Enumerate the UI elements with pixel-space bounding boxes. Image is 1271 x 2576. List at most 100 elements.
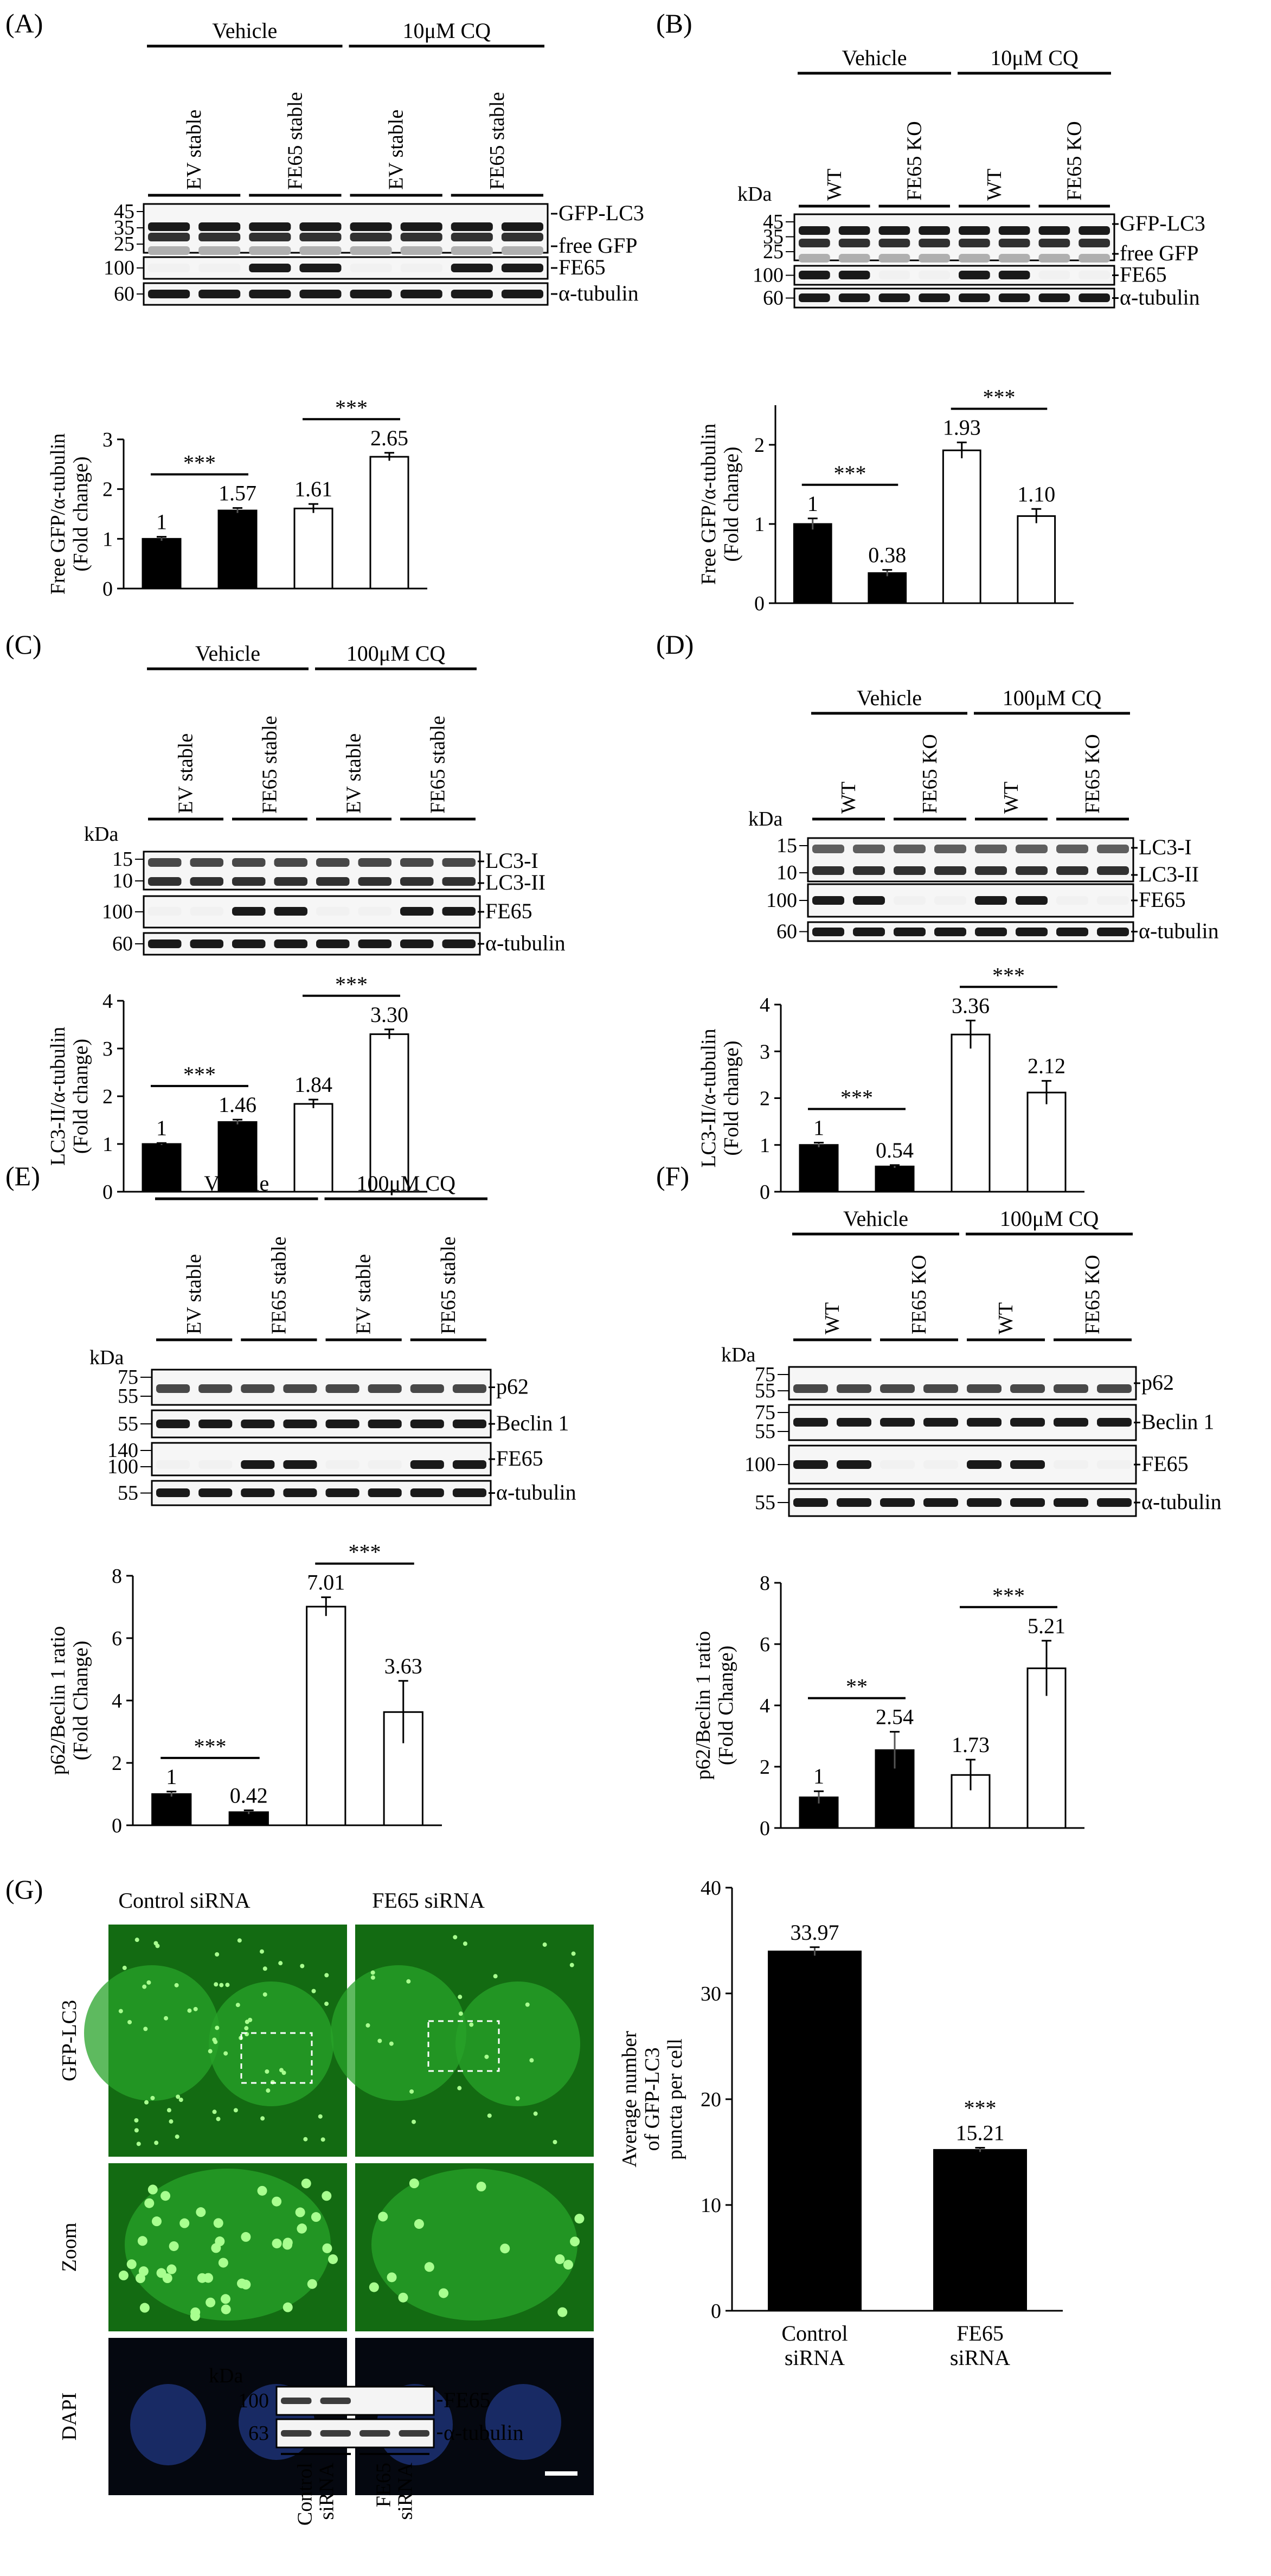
blot-band <box>368 1460 402 1469</box>
y-tick-label: 8 <box>760 1572 770 1595</box>
blot-band <box>350 246 392 255</box>
blot-band <box>934 845 966 853</box>
puncta <box>322 2243 332 2253</box>
blot-band <box>1097 1384 1132 1393</box>
lane-label: FE65 KO <box>1081 734 1104 814</box>
lane-label: FE65 stable <box>427 716 450 814</box>
panel-label: (E) <box>5 1161 40 1191</box>
puncta <box>213 2218 223 2228</box>
blot-band <box>1054 1460 1088 1469</box>
blot-band <box>998 271 1030 279</box>
y-axis-label: Average number <box>618 2031 641 2168</box>
puncta <box>424 2262 434 2272</box>
blot-band <box>198 290 241 298</box>
puncta <box>515 2096 520 2101</box>
puncta <box>272 2238 282 2248</box>
blot-band <box>967 1384 1002 1393</box>
lane-label: FE65 stable <box>267 1237 290 1334</box>
band-label: p62 <box>1141 1370 1174 1395</box>
band-label: α-tubulin <box>485 931 566 955</box>
blot-band <box>400 246 442 255</box>
puncta <box>147 2184 158 2195</box>
blot-band <box>967 1498 1002 1507</box>
blot-band <box>894 896 926 905</box>
significance-stars: *** <box>335 972 368 996</box>
mw-marker-label: 55 <box>755 1491 775 1514</box>
blot-band <box>1054 1418 1088 1427</box>
mw-marker-label: 15 <box>776 834 797 857</box>
data-label: 7.01 <box>307 1570 345 1595</box>
puncta <box>221 2304 231 2315</box>
puncta <box>553 2139 557 2144</box>
blot-band <box>148 858 182 867</box>
blot-band <box>241 1488 275 1497</box>
puncta <box>398 2292 408 2303</box>
mw-marker-label: 55 <box>118 1412 138 1435</box>
blot-band <box>148 877 182 886</box>
puncta <box>196 2207 206 2217</box>
panel-g: (G) Control siRNA FE65 siRNAGFP-LC3ZoomDAP… <box>5 1874 1063 2526</box>
treatment-group-label: 100μM CQ <box>1003 686 1102 710</box>
blot-band <box>325 1488 360 1497</box>
data-label: 2.12 <box>1028 1054 1065 1078</box>
lane-label: WT <box>837 782 860 814</box>
y-tick-label: 2 <box>760 1756 770 1779</box>
mw-marker-label: 25 <box>114 233 134 255</box>
row-label: DAPI <box>58 2393 81 2441</box>
kda-label: kDa <box>209 2364 243 2387</box>
significance-stars: *** <box>834 461 866 485</box>
y-axis-label: Free GFP/α-tubulin <box>697 424 720 585</box>
puncta <box>146 1980 151 1985</box>
blot-band <box>156 1488 190 1497</box>
lane-label: FE65 KO <box>903 121 926 201</box>
blot-band <box>148 939 182 948</box>
lane-label: FE65 stable <box>437 1237 460 1334</box>
blot-band <box>838 271 870 279</box>
puncta <box>369 2282 379 2292</box>
data-label: 1.10 <box>1017 482 1055 506</box>
blot-band <box>934 866 966 875</box>
blot-band <box>198 246 241 255</box>
blot-band <box>880 1384 915 1393</box>
blot-band <box>1097 896 1129 905</box>
blot-band <box>249 264 291 272</box>
blot-band <box>1079 226 1110 235</box>
puncta <box>377 2038 382 2043</box>
blot-band <box>919 239 950 247</box>
blot-band <box>894 845 926 853</box>
blot-band <box>793 1418 828 1427</box>
mw-marker-label: 60 <box>776 921 797 943</box>
band-label: LC3-I <box>485 848 538 873</box>
blot-band <box>1056 845 1088 853</box>
blot-band <box>198 222 241 231</box>
blot-band <box>853 866 885 875</box>
blot-strip <box>151 1442 492 1476</box>
puncta <box>144 2100 149 2105</box>
cell-signal <box>84 1965 220 2101</box>
puncta <box>118 2270 129 2280</box>
puncta <box>175 2134 179 2139</box>
kda-label: kDa <box>84 823 118 846</box>
blot-band <box>283 1460 317 1469</box>
mw-marker-label: 100 <box>753 264 784 287</box>
cell-signal <box>331 1965 466 2101</box>
blot-band <box>299 246 342 255</box>
blot-band <box>442 907 476 916</box>
bar <box>306 1606 346 1826</box>
y-axis-label: of GFP-LC3 <box>641 2047 664 2151</box>
blot-band <box>148 907 182 916</box>
blot-band <box>399 2430 429 2437</box>
bar <box>793 523 832 604</box>
band-label: FE65 <box>1139 887 1186 912</box>
blot-band <box>198 264 241 272</box>
mw-marker-label: 75 <box>755 1401 775 1424</box>
lane-label: WT <box>994 1302 1017 1334</box>
puncta <box>283 2302 293 2312</box>
significance-stars: ** <box>846 1674 868 1699</box>
blot-band <box>232 877 266 886</box>
lane-label: EV stable <box>385 110 408 190</box>
bar <box>799 1144 839 1193</box>
puncta <box>257 2185 267 2196</box>
band-label: Beclin 1 <box>496 1411 569 1435</box>
blot-band <box>878 226 910 235</box>
